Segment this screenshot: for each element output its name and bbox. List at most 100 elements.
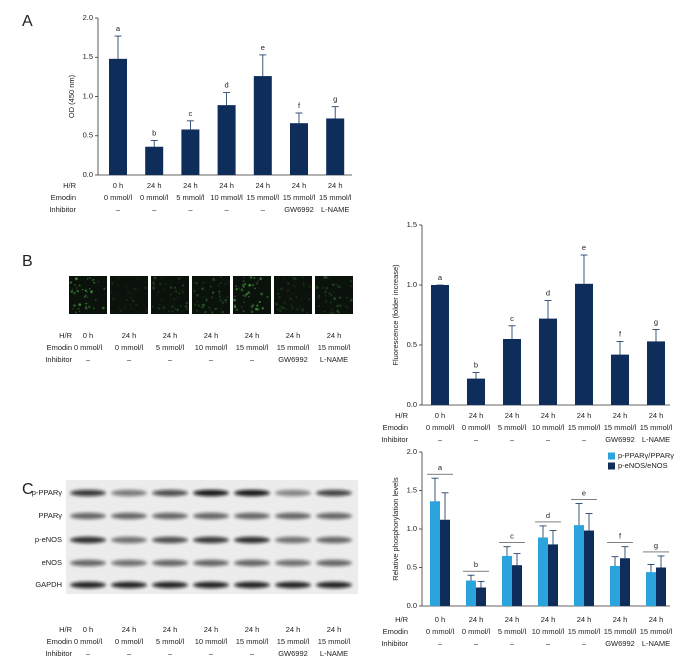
fluorescence-spot: [138, 278, 141, 281]
condition-value: 0 h: [83, 331, 93, 340]
fluorescence-spot: [196, 309, 198, 312]
condition-label: Emodin: [47, 343, 72, 352]
fluorescence-spot: [102, 306, 105, 310]
fluorescence-spot: [317, 295, 321, 299]
condition-label: Inhibitor: [45, 355, 72, 364]
condition-value: 24 h: [163, 625, 178, 634]
blot-band: [111, 581, 147, 589]
fluorescence-spot: [193, 282, 196, 284]
fluorescence-spot: [152, 288, 155, 291]
fluorescence-spot: [233, 298, 237, 302]
fluorescence-spot: [331, 283, 335, 287]
fluorescence-spot: [200, 306, 202, 308]
fluorescence-spot: [307, 285, 311, 289]
condition-label: Emodin: [383, 627, 408, 636]
fluorescence-spot: [133, 287, 137, 291]
condition-value: –: [209, 355, 214, 364]
condition-value: 0 mmol/l: [462, 627, 491, 636]
blot-band: [234, 536, 270, 544]
blot-band: [275, 489, 311, 497]
condition-value: 24 h: [469, 615, 484, 624]
condition-value: 24 h: [541, 411, 556, 420]
condition-value: –: [152, 205, 157, 214]
fluorescence-spot: [345, 296, 349, 299]
bar: [548, 544, 558, 606]
blot-band: [193, 559, 229, 567]
fluorescence-spot: [242, 280, 245, 282]
fluorescence-image: [69, 276, 107, 314]
fluorescence-spot: [308, 298, 311, 301]
legend-swatch: [608, 462, 615, 470]
blot-band: [193, 512, 229, 520]
condition-value: 5 mmol/l: [176, 193, 205, 202]
fluorescence-spot: [152, 281, 155, 284]
fluorescence-spot: [209, 309, 212, 311]
fluorescence-spot: [295, 307, 299, 311]
bar: [217, 105, 236, 175]
blot-band: [70, 512, 106, 520]
y-tick-label: 1.0: [407, 280, 417, 289]
fluorescence-spot: [120, 309, 123, 313]
blot-band: [316, 559, 352, 567]
fluorescence-spot: [93, 281, 96, 284]
fluorescence-spot: [325, 276, 328, 280]
fluorescence-spot: [258, 300, 261, 304]
condition-value: L-NAME: [321, 205, 349, 214]
fluorescence-spot: [181, 290, 185, 294]
blot-band: [152, 536, 188, 544]
fluorescence-spot: [134, 303, 138, 307]
fluorescence-spot: [324, 291, 326, 294]
condition-value: 24 h: [613, 615, 628, 624]
annotation: g: [333, 95, 337, 104]
fluorescence-spot: [158, 291, 160, 294]
fluorescence-spot: [344, 305, 346, 307]
y-tick-label: 0.0: [407, 601, 417, 610]
fluorescence-spot: [214, 307, 217, 311]
fluorescence-spot: [197, 300, 199, 302]
fluorescence-spot: [94, 299, 97, 301]
fluorescence-spot: [117, 284, 119, 286]
fluorescence-spot: [234, 295, 236, 298]
fluorescence-spot: [251, 283, 255, 287]
fluorescence-spot: [235, 285, 238, 287]
fluorescence-spot: [74, 277, 78, 281]
condition-value: 24 h: [469, 411, 484, 420]
fluorescence-spot: [260, 292, 264, 296]
fluorescence-spot: [136, 287, 140, 291]
y-axis-label: Fluorescence (folder increase): [391, 264, 400, 366]
fluorescence-spot: [266, 295, 269, 298]
condition-value: L-NAME: [642, 639, 670, 648]
condition-value: GW6992: [605, 639, 635, 648]
fluorescence-spot: [181, 284, 185, 287]
condition-value: 24 h: [245, 625, 260, 634]
blot-band: [70, 581, 106, 589]
condition-label: H/R: [395, 615, 409, 624]
fluorescence-spot: [124, 304, 126, 307]
fluorescence-spot: [242, 285, 245, 288]
condition-value: 10 mmol/l: [210, 193, 243, 202]
fluorescence-spot: [306, 294, 308, 296]
condition-value: 15 mmol/l: [318, 637, 351, 646]
fluorescence-spot: [281, 306, 285, 310]
blot-band: [316, 489, 352, 497]
y-tick-label: 0.0: [407, 400, 417, 409]
blot-band: [234, 559, 270, 567]
fluorescence-spot: [274, 302, 278, 306]
panel-label: A: [22, 13, 33, 30]
condition-value: 24 h: [328, 181, 343, 190]
blot-band: [111, 489, 147, 497]
condition-value: 15 mmol/l: [640, 423, 673, 432]
fluorescence-spot: [254, 287, 256, 290]
fluorescence-spot: [219, 282, 222, 285]
fluorescence-spot: [337, 285, 341, 289]
fluorescence-spot: [152, 286, 156, 289]
condition-value: 5 mmol/l: [156, 343, 185, 352]
fluorescence-spot: [164, 283, 166, 286]
fluorescence-spot: [142, 311, 145, 314]
fluorescence-spot: [76, 287, 78, 289]
fluorescence-spot: [226, 296, 229, 299]
fluorescence-spot: [256, 304, 259, 307]
fluorescence-spot: [201, 303, 205, 307]
fluorescence-spot: [291, 276, 295, 280]
fluorescence-spot: [173, 298, 176, 301]
